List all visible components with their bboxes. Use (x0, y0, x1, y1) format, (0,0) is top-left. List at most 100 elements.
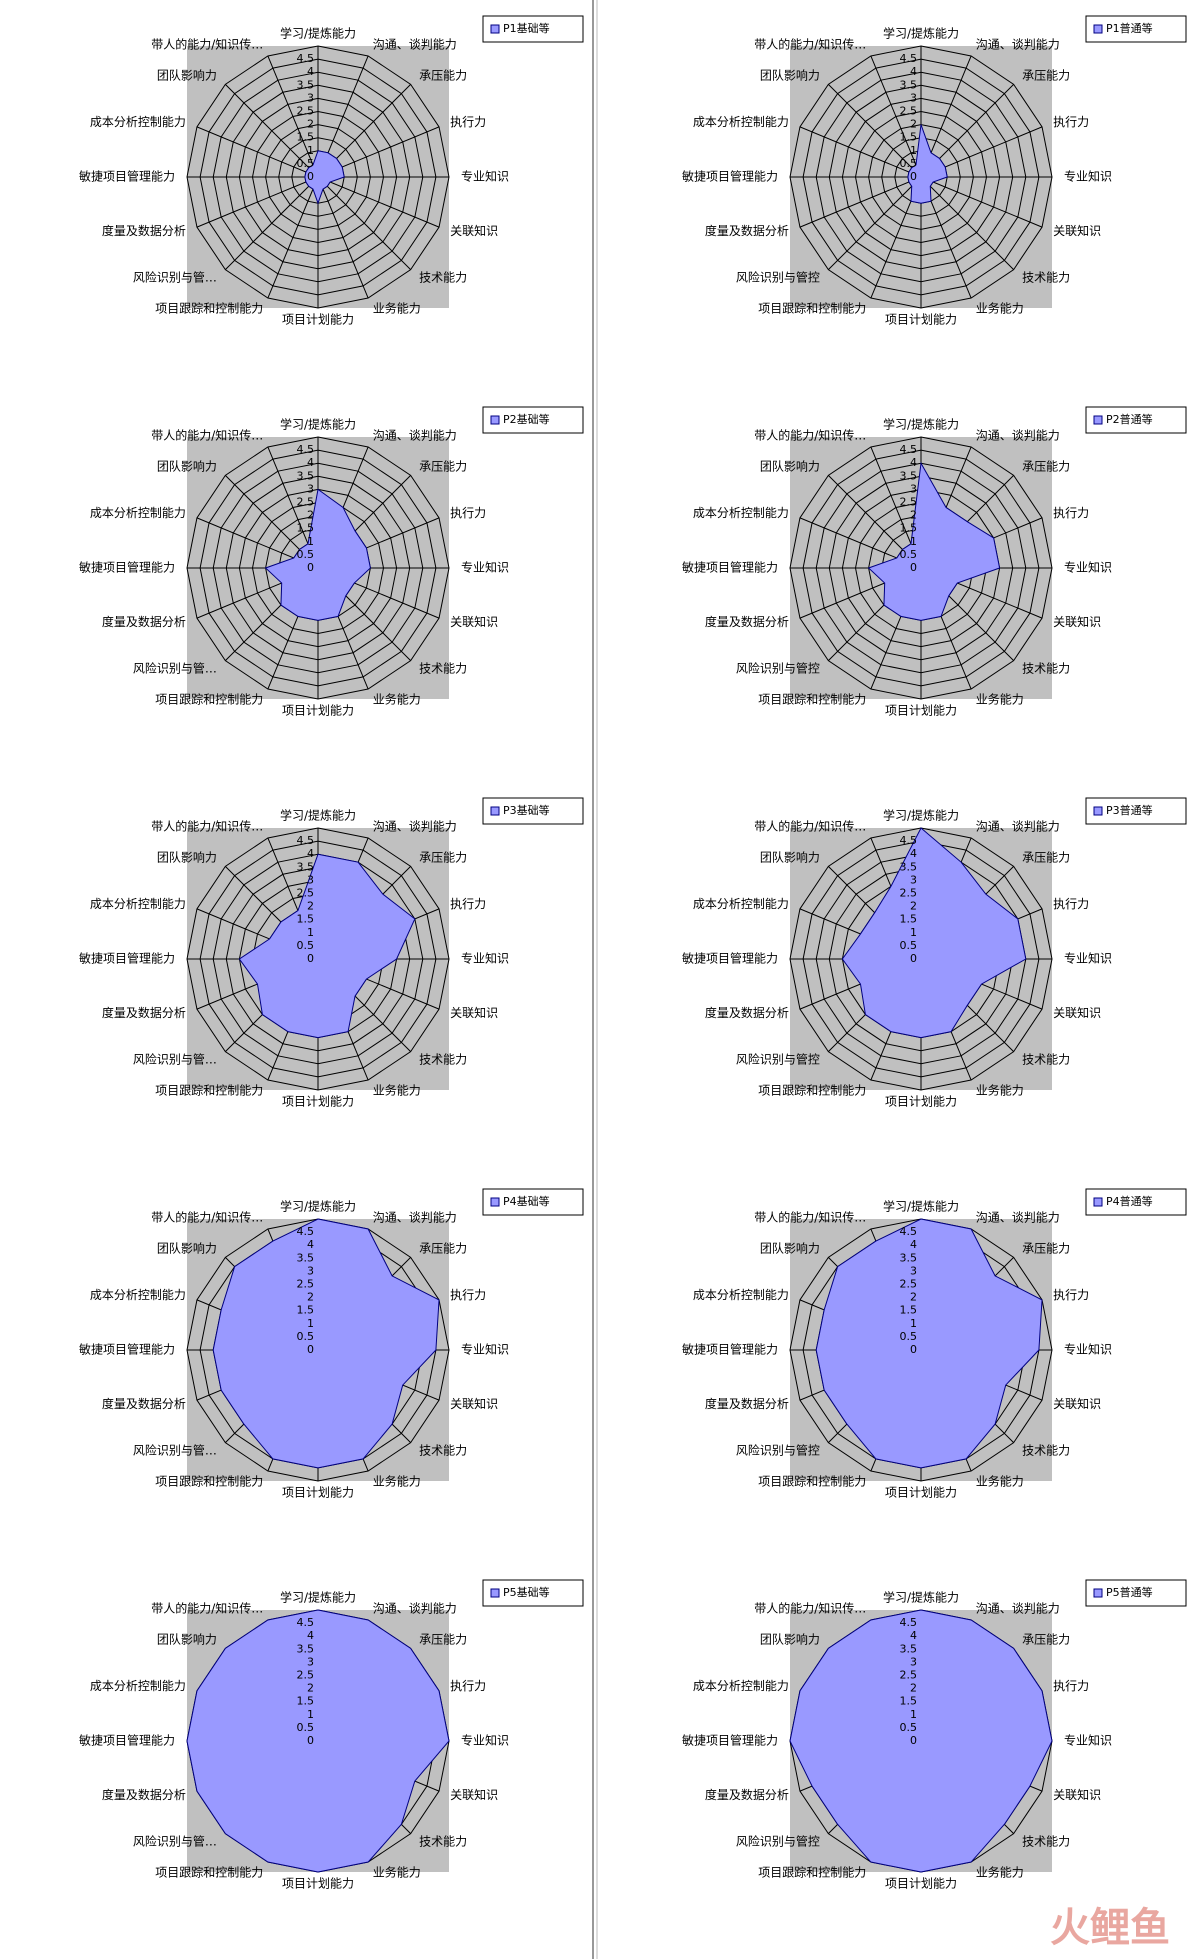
legend-label: P5普通等 (1106, 1585, 1153, 1599)
spoke (920, 176, 1014, 270)
axis-label: 项目计划能力 (885, 1095, 957, 1109)
legend-swatch (1093, 1197, 1103, 1207)
r-tick-label: 4.5 (297, 834, 315, 847)
radar-area (238, 853, 416, 1039)
spoke (267, 55, 319, 178)
legend-box (482, 797, 584, 825)
axis-label: 学习/提炼能力 (280, 26, 356, 41)
axis-label: 关联知识 (450, 1788, 498, 1802)
axis-label: 带人的能力/知识传… (151, 1209, 263, 1224)
r-tick-label: 2 (910, 1291, 917, 1304)
axis-label: 项目计划能力 (885, 1486, 957, 1500)
axis-label: 关联知识 (1053, 1006, 1101, 1020)
r-tick-label: 1.5 (297, 131, 315, 144)
r-tick-label: 0 (307, 561, 314, 574)
axis-label: 团队影响力 (157, 67, 217, 82)
r-tick-label: 1 (307, 926, 314, 939)
axis-label: 团队影响力 (760, 67, 820, 82)
axis-label: 承压能力 (419, 1632, 467, 1646)
axis-label: 技术能力 (1022, 1835, 1070, 1849)
axis-label: 团队影响力 (760, 849, 820, 864)
legend-swatch (490, 24, 500, 34)
r-tick-label: 0.5 (900, 157, 918, 170)
legend-swatch (490, 1588, 500, 1598)
axis-label: 技术能力 (419, 271, 467, 285)
axis-label: 业务能力 (373, 692, 421, 707)
axis-label: 执行力 (1053, 506, 1089, 520)
radar-area (841, 827, 1027, 1039)
r-tick-label: 3 (307, 873, 314, 886)
axis-label: 承压能力 (1022, 459, 1070, 473)
r-tick-label: 2.5 (900, 887, 918, 900)
legend-box (1085, 797, 1187, 825)
spoke (317, 176, 411, 270)
r-tick-label: 2.5 (297, 105, 315, 118)
r-tick-label: 1 (910, 926, 917, 939)
axis-label: 专业知识 (1064, 560, 1112, 575)
axis-label: 敏捷项目管理能力 (682, 169, 778, 184)
legend-label: P3基础等 (503, 803, 550, 817)
axis-label: 敏捷项目管理能力 (79, 1733, 175, 1748)
r-tick-label: 0.5 (297, 939, 315, 952)
radar-area (789, 1609, 1053, 1873)
axis-label: 敏捷项目管理能力 (682, 560, 778, 575)
axis-label: 敏捷项目管理能力 (79, 560, 175, 575)
r-tick-label: 2.5 (900, 496, 918, 509)
axis-label: 风险识别与管… (133, 661, 217, 676)
axis-label: 专业知识 (1064, 1733, 1112, 1748)
radar-chart: P5基础等 00.511.522.533.544.5 学习/提炼能力沟通、谈判能力承… (79, 1579, 584, 1891)
r-tick-label: 4 (307, 1238, 314, 1251)
r-tick-label: 2.5 (297, 1278, 315, 1291)
legend-swatch (1093, 806, 1103, 816)
radar-chart: P4基础等 00.511.522.533.544.5 学习/提炼能力沟通、谈判能力承… (79, 1188, 584, 1500)
axis-label: 沟通、谈判能力 (373, 37, 457, 51)
legend-box (1085, 1188, 1187, 1216)
axis-label: 执行力 (450, 1288, 486, 1302)
r-tick-label: 1.5 (900, 913, 918, 926)
axis-label: 承压能力 (1022, 68, 1070, 82)
axis-label: 专业知识 (461, 951, 509, 966)
axis-label: 带人的能力/知识传… (754, 427, 866, 442)
axis-label: 敏捷项目管理能力 (79, 951, 175, 966)
axis-label: 度量及数据分析 (102, 1005, 186, 1020)
spoke (225, 84, 319, 178)
axis-label: 技术能力 (1022, 662, 1070, 676)
r-tick-label: 3 (910, 482, 917, 495)
axis-label: 项目跟踪和控制能力 (758, 1475, 866, 1489)
r-tick-label: 1.5 (297, 522, 315, 535)
axis-label: 敏捷项目管理能力 (79, 1342, 175, 1357)
r-tick-label: 2.5 (297, 887, 315, 900)
axis-label: 执行力 (1053, 115, 1089, 129)
axis-label: 学习/提炼能力 (883, 1590, 959, 1605)
axis-label: 度量及数据分析 (102, 223, 186, 238)
axis-label: 带人的能力/知识传… (754, 1600, 866, 1615)
axis-label: 项目计划能力 (282, 1486, 354, 1500)
r-tick-label: 2 (910, 900, 917, 913)
spoke (196, 176, 319, 228)
r-tick-label: 2 (910, 1682, 917, 1695)
r-tick-label: 4 (307, 847, 314, 860)
r-tick-label: 2 (910, 509, 917, 522)
axis-label: 学习/提炼能力 (883, 26, 959, 41)
r-tick-label: 2.5 (297, 1669, 315, 1682)
axis-label: 业务能力 (373, 1083, 421, 1098)
axis-label: 项目计划能力 (885, 1877, 957, 1891)
r-tick-label: 4 (307, 456, 314, 469)
axis-label: 项目计划能力 (885, 313, 957, 327)
axis-label: 执行力 (1053, 1679, 1089, 1693)
axis-label: 成本分析控制能力 (90, 897, 186, 911)
spoke (317, 176, 369, 299)
r-tick-label: 4.5 (900, 52, 918, 65)
axis-label: 风险识别与管… (133, 1443, 217, 1458)
axis-label: 承压能力 (1022, 1632, 1070, 1646)
r-tick-label: 0.5 (297, 548, 315, 561)
r-tick-label: 1 (307, 535, 314, 548)
radar-area (264, 488, 371, 621)
axis-label: 学习/提炼能力 (280, 417, 356, 432)
legend-box (482, 1188, 584, 1216)
r-tick-label: 3.5 (900, 860, 918, 873)
r-tick-label: 3.5 (297, 1251, 315, 1264)
axis-label: 度量及数据分析 (705, 223, 789, 238)
r-tick-label: 3.5 (297, 860, 315, 873)
axis-label: 关联知识 (450, 615, 498, 629)
